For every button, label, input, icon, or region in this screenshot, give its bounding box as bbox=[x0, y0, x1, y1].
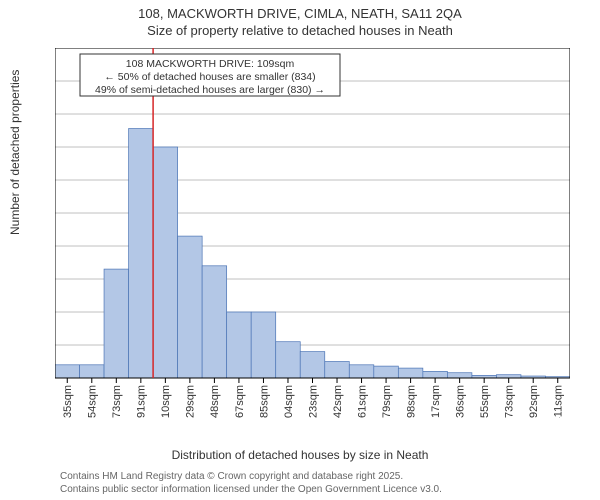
svg-text:54sqm: 54sqm bbox=[87, 385, 99, 418]
x-axis-label: Distribution of detached houses by size … bbox=[0, 448, 600, 462]
svg-text:204sqm: 204sqm bbox=[283, 385, 295, 418]
y-axis-label: Number of detached properties bbox=[8, 70, 22, 235]
svg-text:392sqm: 392sqm bbox=[528, 385, 540, 418]
chart-area: 05010015020025030035040045050035sqm54sqm… bbox=[55, 48, 570, 418]
svg-text:129sqm: 129sqm bbox=[185, 385, 197, 418]
svg-text:317sqm: 317sqm bbox=[430, 385, 442, 418]
svg-text:167sqm: 167sqm bbox=[234, 385, 246, 418]
footer-line-1: Contains HM Land Registry data © Crown c… bbox=[60, 470, 442, 483]
svg-text:261sqm: 261sqm bbox=[356, 385, 368, 418]
histogram-chart: 05010015020025030035040045050035sqm54sqm… bbox=[55, 48, 570, 418]
svg-text:73sqm: 73sqm bbox=[111, 385, 123, 418]
svg-text:35sqm: 35sqm bbox=[62, 385, 74, 418]
chart-titles: 108, MACKWORTH DRIVE, CIMLA, NEATH, SA11… bbox=[0, 0, 600, 40]
svg-text:148sqm: 148sqm bbox=[209, 385, 221, 418]
svg-text:223sqm: 223sqm bbox=[307, 385, 319, 418]
svg-text:91sqm: 91sqm bbox=[136, 385, 148, 418]
svg-text:49% of semi-detached houses ar: 49% of semi-detached houses are larger (… bbox=[95, 84, 325, 96]
svg-text:110sqm: 110sqm bbox=[160, 385, 172, 418]
title-subtitle: Size of property relative to detached ho… bbox=[0, 23, 600, 40]
svg-text:411sqm: 411sqm bbox=[553, 385, 565, 418]
svg-text:298sqm: 298sqm bbox=[405, 385, 417, 418]
svg-text:373sqm: 373sqm bbox=[504, 385, 516, 418]
svg-text:← 50% of detached houses are s: ← 50% of detached houses are smaller (83… bbox=[104, 71, 315, 83]
svg-text:242sqm: 242sqm bbox=[332, 385, 344, 418]
title-address: 108, MACKWORTH DRIVE, CIMLA, NEATH, SA11… bbox=[0, 6, 600, 23]
svg-text:185sqm: 185sqm bbox=[258, 385, 270, 418]
footer-line-2: Contains public sector information licen… bbox=[60, 483, 442, 496]
svg-text:108 MACKWORTH DRIVE: 109sqm: 108 MACKWORTH DRIVE: 109sqm bbox=[126, 58, 295, 70]
svg-text:336sqm: 336sqm bbox=[454, 385, 466, 418]
footer-attribution: Contains HM Land Registry data © Crown c… bbox=[60, 470, 442, 496]
svg-text:355sqm: 355sqm bbox=[479, 385, 491, 418]
svg-text:279sqm: 279sqm bbox=[381, 385, 393, 418]
